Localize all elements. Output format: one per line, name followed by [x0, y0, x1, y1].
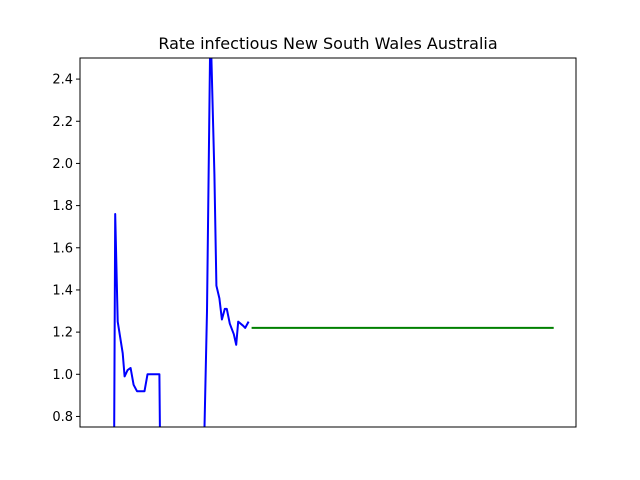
y-tick-label: 1.6	[52, 241, 73, 256]
series-0-line-segment-0	[113, 213, 161, 427]
y-tick-label: 1.4	[52, 283, 73, 298]
y-tick-label: 0.8	[52, 410, 73, 425]
chart-title: Rate infectious New South Wales Australi…	[158, 34, 497, 53]
y-tick-label: 2.0	[52, 157, 73, 172]
series-layer	[113, 58, 554, 427]
y-tick-label: 1.8	[52, 199, 73, 214]
y-tick-label: 1.2	[52, 326, 73, 341]
y-tick-label: 2.4	[52, 73, 73, 88]
series-0-line-segment-1	[203, 58, 250, 427]
plot-frame	[79, 57, 577, 428]
y-axis: 0.8 1.0 1.2 1.4 1.6 1.8 2.0 2.2 2.4	[52, 73, 80, 425]
y-tick-label: 1.0	[52, 368, 73, 383]
y-tick-label: 2.2	[52, 115, 73, 130]
